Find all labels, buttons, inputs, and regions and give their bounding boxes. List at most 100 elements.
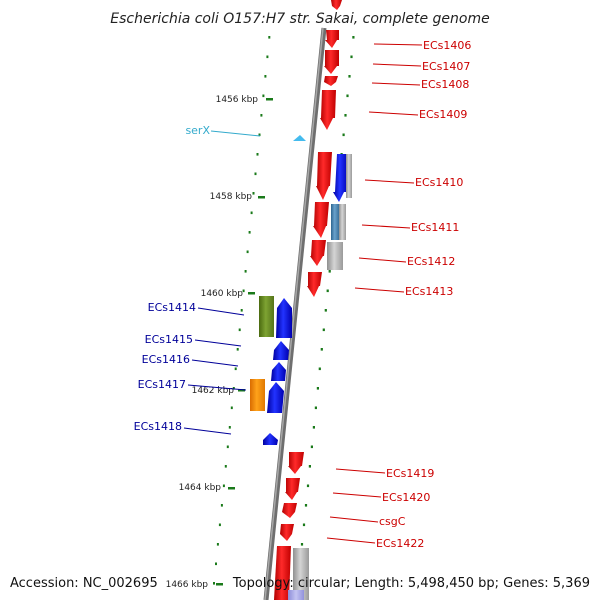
- gene-block[interactable]: [259, 296, 274, 337]
- tick-dot: [266, 55, 269, 59]
- gene-label[interactable]: ECs1422: [376, 537, 424, 550]
- gene-label[interactable]: ECs1410: [415, 176, 463, 189]
- tick-dot: [232, 387, 235, 390]
- leader-line: [329, 516, 379, 523]
- tick-dot: [215, 562, 217, 566]
- kbp-label: 1456 kbp: [216, 95, 259, 105]
- gene-arrow[interactable]: [271, 362, 286, 381]
- tick-dot: [238, 328, 241, 332]
- kbp-tick: [228, 487, 235, 490]
- gene-arrow[interactable]: [285, 478, 300, 500]
- tick-dot: [220, 504, 223, 507]
- gene-arrow[interactable]: [282, 503, 297, 518]
- leader-line: [326, 537, 376, 544]
- leader-line: [372, 63, 422, 67]
- leader-line: [194, 339, 242, 347]
- gene-arrow[interactable]: [333, 154, 348, 202]
- tick-dot: [322, 328, 325, 332]
- kbp-tick: [248, 292, 255, 295]
- gene-label[interactable]: ECs1407: [422, 60, 470, 73]
- gene-label[interactable]: ECs1406: [423, 39, 471, 52]
- tick-dot: [250, 211, 253, 215]
- gene-arrow[interactable]: [307, 272, 322, 297]
- gene-label[interactable]: ECs1416: [142, 353, 190, 366]
- gene-arrow[interactable]: [276, 298, 292, 338]
- tick-dot: [346, 94, 349, 98]
- leader-line: [210, 130, 261, 137]
- gene-label[interactable]: ECs1415: [145, 333, 193, 346]
- gene-arrow[interactable]: [313, 202, 329, 238]
- gene-label[interactable]: ECs1412: [407, 255, 455, 268]
- gene-block[interactable]: [250, 379, 265, 411]
- tick-dot: [342, 133, 345, 137]
- kbp-tick: [216, 583, 223, 586]
- gene-label[interactable]: ECs1419: [386, 467, 434, 480]
- gene-label[interactable]: ECs1414: [148, 301, 196, 314]
- gene-label[interactable]: ECs1408: [421, 78, 469, 91]
- gene-label[interactable]: ECs1417: [138, 378, 186, 391]
- tick-dot: [324, 309, 327, 312]
- gene-label-serX[interactable]: serX: [185, 124, 210, 137]
- gene-label[interactable]: ECs1409: [419, 108, 467, 121]
- gene-label[interactable]: ECs1420: [382, 491, 430, 504]
- gene-label[interactable]: csgC: [379, 515, 406, 528]
- tick-dot: [236, 348, 239, 351]
- tick-dot: [256, 153, 259, 156]
- tick-dot: [326, 289, 329, 293]
- trna-marker[interactable]: [293, 135, 306, 141]
- kbp-label: 1462 kbp: [192, 386, 235, 396]
- leader-line: [335, 468, 386, 474]
- tick-dot: [226, 445, 229, 449]
- tick-dot: [224, 465, 227, 468]
- tick-dot: [262, 94, 265, 98]
- gene-label[interactable]: ECs1411: [411, 221, 459, 234]
- gene-arrow[interactable]: [310, 240, 326, 266]
- tick-dot: [352, 36, 355, 39]
- tick-dot: [302, 523, 306, 527]
- tick-dot: [242, 289, 245, 293]
- gene-arrow[interactable]: [288, 452, 304, 474]
- gene-arrow[interactable]: [267, 382, 284, 413]
- gene-arrow[interactable]: [280, 524, 294, 541]
- gene-arrow[interactable]: [324, 76, 338, 86]
- kbp-label: 1460 kbp: [201, 289, 244, 299]
- gene-block[interactable]: [346, 154, 352, 198]
- tick-dot: [264, 75, 267, 78]
- tick-dot: [246, 250, 249, 254]
- tick-dot: [240, 309, 243, 312]
- gene-arrow[interactable]: [274, 546, 291, 600]
- tick-dot: [258, 133, 261, 137]
- leader-line: [332, 492, 382, 498]
- gene-label[interactable]: ECs1413: [405, 285, 453, 298]
- leader-line: [197, 307, 245, 316]
- gene-block[interactable]: [288, 590, 304, 600]
- gene-arrow[interactable]: [325, 30, 339, 48]
- kbp-scale: 1456 kbp 1458 kbp 1460 kbp 1462 kbp 1464…: [166, 95, 273, 590]
- gene-label[interactable]: ECs1418: [134, 420, 182, 433]
- gene-arrow[interactable]: [324, 50, 339, 74]
- gene-block[interactable]: [331, 204, 339, 240]
- tick-dot: [260, 114, 263, 117]
- tick-dot: [318, 367, 321, 371]
- tick-dot: [300, 543, 304, 546]
- tick-dot: [304, 504, 308, 507]
- gene-block[interactable]: [339, 204, 346, 240]
- tick-dot: [234, 367, 237, 371]
- gene-arrow[interactable]: [331, 0, 342, 10]
- gene-arrow[interactable]: [273, 341, 289, 360]
- tick-dot: [312, 426, 315, 429]
- leader-line: [187, 384, 247, 391]
- leader-line: [361, 224, 411, 229]
- gene-block[interactable]: [293, 548, 309, 600]
- tick-dot: [320, 348, 323, 351]
- gene-block[interactable]: [327, 242, 343, 270]
- tick-dot: [328, 270, 331, 273]
- leader-line: [191, 359, 239, 367]
- gene-arrow[interactable]: [263, 433, 278, 445]
- gene-arrow[interactable]: [316, 152, 332, 200]
- leader-line: [364, 179, 415, 184]
- tick-dot: [268, 36, 271, 39]
- gene-arrow[interactable]: [320, 90, 336, 130]
